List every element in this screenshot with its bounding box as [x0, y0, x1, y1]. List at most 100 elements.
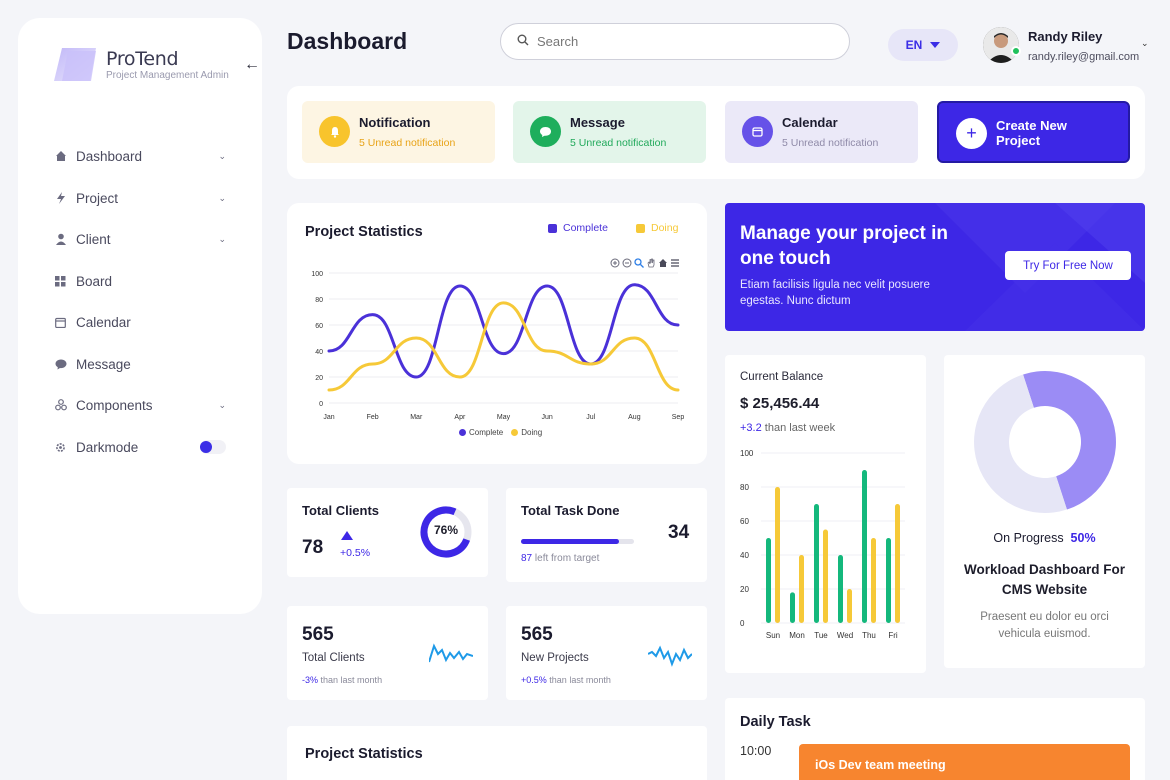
sidebar-item-project[interactable]: Project ⌄ — [54, 186, 226, 210]
reset-home-icon[interactable] — [658, 258, 668, 268]
bar-sun-0 — [766, 538, 771, 623]
sidebar-item-dashboard[interactable]: Dashboard ⌄ — [54, 144, 226, 168]
sidebar-item-board[interactable]: Board — [54, 269, 226, 293]
legend-doing[interactable]: Doing — [636, 222, 678, 234]
bar-thu-0 — [862, 470, 867, 623]
task-event[interactable]: iOs Dev team meeting — [799, 744, 1130, 780]
try-for-free-button[interactable]: Try For Free Now — [1005, 251, 1131, 280]
sidebar-item-label: Project — [76, 190, 119, 206]
change-value: -3% — [302, 675, 319, 685]
plus-icon: + — [956, 118, 987, 149]
summary-change: -3% than last month — [302, 675, 382, 685]
total-task-done-card: Total Task Done 34 87 left from target — [506, 488, 707, 582]
darkmode-toggle[interactable] — [200, 440, 226, 454]
sparkline-clients — [429, 643, 473, 663]
bar-sun-1 — [775, 487, 780, 623]
legend-swatch — [636, 223, 645, 233]
workload-text: Praesent eu dolor eu orci vehicula euism… — [980, 611, 1109, 640]
x-tick-label: Mon — [789, 631, 805, 640]
bottom-legend-doing[interactable]: Doing — [511, 428, 542, 437]
chevron-down-icon[interactable]: ⌄ — [218, 150, 226, 161]
menu-icon[interactable] — [670, 258, 680, 268]
legend-label: Complete — [469, 428, 504, 437]
x-tick-label: Fri — [888, 631, 898, 640]
tile-subtitle: 5 Unread notification — [359, 137, 456, 149]
bar-thu-1 — [871, 538, 876, 623]
total-clients-summary-card: 565 Total Clients -3% than last month — [287, 606, 488, 700]
daily-task-card: Daily Task 10:00 iOs Dev team meeting — [725, 698, 1145, 780]
chart-bottom-legend: Complete Doing — [459, 428, 542, 437]
x-tick-label: Thu — [862, 631, 876, 640]
y-tick-label: 0 — [319, 401, 323, 408]
user-menu-chevron-down-icon[interactable]: ⌄ — [1141, 38, 1149, 48]
zoom-in-icon[interactable] — [610, 258, 620, 268]
avatar[interactable] — [983, 27, 1019, 63]
workload-donut-chart — [974, 371, 1116, 513]
chat-icon — [530, 116, 561, 147]
magnifier-icon[interactable] — [634, 258, 644, 268]
y-tick-label: 40 — [740, 551, 749, 560]
search-bar — [500, 23, 850, 60]
quick-actions-panel: Notification 5 Unread notification Messa… — [287, 86, 1145, 179]
y-tick-label: 20 — [315, 375, 323, 382]
bottom-legend-complete[interactable]: Complete — [459, 428, 503, 437]
promo-text: Etiam facilisis ligula nec velit posuere… — [740, 279, 930, 307]
calendar-icon — [54, 316, 67, 329]
sidebar-item-darkmode[interactable]: Darkmode — [54, 435, 226, 459]
bar-wed-1 — [847, 589, 852, 623]
user-name: Randy Riley — [1028, 29, 1103, 44]
sidebar-item-label: Message — [76, 356, 131, 372]
calendar-tile[interactable]: Calendar 5 Unread notification — [725, 101, 918, 163]
donut-slice-0 — [1023, 371, 1116, 510]
zoom-out-icon[interactable] — [622, 258, 632, 268]
legend-complete[interactable]: Complete — [548, 222, 608, 234]
project-statistics-card-2: Project Statistics — [287, 726, 707, 780]
promo-title: Manage your project in one touch — [740, 223, 948, 269]
total-clients-card: Total Clients 78 +0.5% 76% — [287, 488, 488, 577]
total-clients-value: 78 — [302, 537, 324, 558]
gear-icon — [54, 441, 67, 454]
project-statistics-card: Project Statistics Complete Doing 0 20 40 6… — [287, 203, 707, 464]
sidebar-item-client[interactable]: Client ⌄ — [54, 227, 226, 251]
y-tick-label: 100 — [311, 271, 323, 278]
status-label: On Progress — [993, 531, 1064, 545]
calendar-icon — [742, 116, 773, 147]
x-tick-label: Aug — [628, 414, 641, 421]
stat-title: Total Clients — [302, 503, 380, 518]
x-tick-label: Sun — [766, 631, 780, 640]
sidebar-item-label: Calendar — [76, 314, 131, 330]
y-tick-label: 80 — [315, 297, 323, 304]
task-left-number: 87 — [521, 553, 533, 564]
message-tile[interactable]: Message 5 Unread notification — [513, 101, 706, 163]
bar-mon-0 — [790, 592, 795, 623]
sidebar-item-calendar[interactable]: Calendar — [54, 310, 226, 334]
card-title: Project Statistics — [305, 224, 423, 240]
bar-fri-1 — [895, 504, 900, 623]
chevron-down-icon[interactable]: ⌄ — [218, 192, 226, 203]
summary-value: 565 — [521, 624, 553, 645]
notification-tile[interactable]: Notification 5 Unread notification — [302, 101, 495, 163]
legend-label: Complete — [563, 222, 608, 234]
sidebar: ProTend Project Management Admin ← Dashb… — [18, 18, 262, 614]
create-new-project-button[interactable]: + Create New Project — [937, 101, 1130, 163]
series-line-doing — [327, 301, 680, 392]
search-input[interactable] — [537, 34, 827, 49]
x-tick-label: Feb — [367, 414, 379, 421]
language-selector[interactable]: EN — [888, 29, 958, 61]
collapse-sidebar-arrow-icon[interactable]: ← — [244, 56, 260, 73]
pan-hand-icon[interactable] — [646, 258, 656, 268]
sidebar-item-message[interactable]: Message — [54, 352, 226, 376]
current-balance-card: Current Balance $ 25,456.44 +3.2 than la… — [725, 355, 926, 673]
caret-down-icon — [930, 42, 941, 48]
x-tick-label: Sep — [672, 414, 685, 421]
sidebar-item-label: Components — [76, 397, 153, 413]
summary-change: +0.5% than last month — [521, 675, 611, 685]
sidebar-item-components[interactable]: Components ⌄ — [54, 393, 226, 417]
chevron-down-icon[interactable]: ⌄ — [218, 233, 226, 244]
balance-value: $ 25,456.44 — [740, 395, 820, 412]
status-value: 50% — [1070, 531, 1096, 545]
task-progress-fill — [521, 539, 620, 544]
components-icon — [54, 399, 67, 412]
chevron-down-icon[interactable]: ⌄ — [218, 399, 226, 410]
language-label: EN — [905, 38, 923, 52]
